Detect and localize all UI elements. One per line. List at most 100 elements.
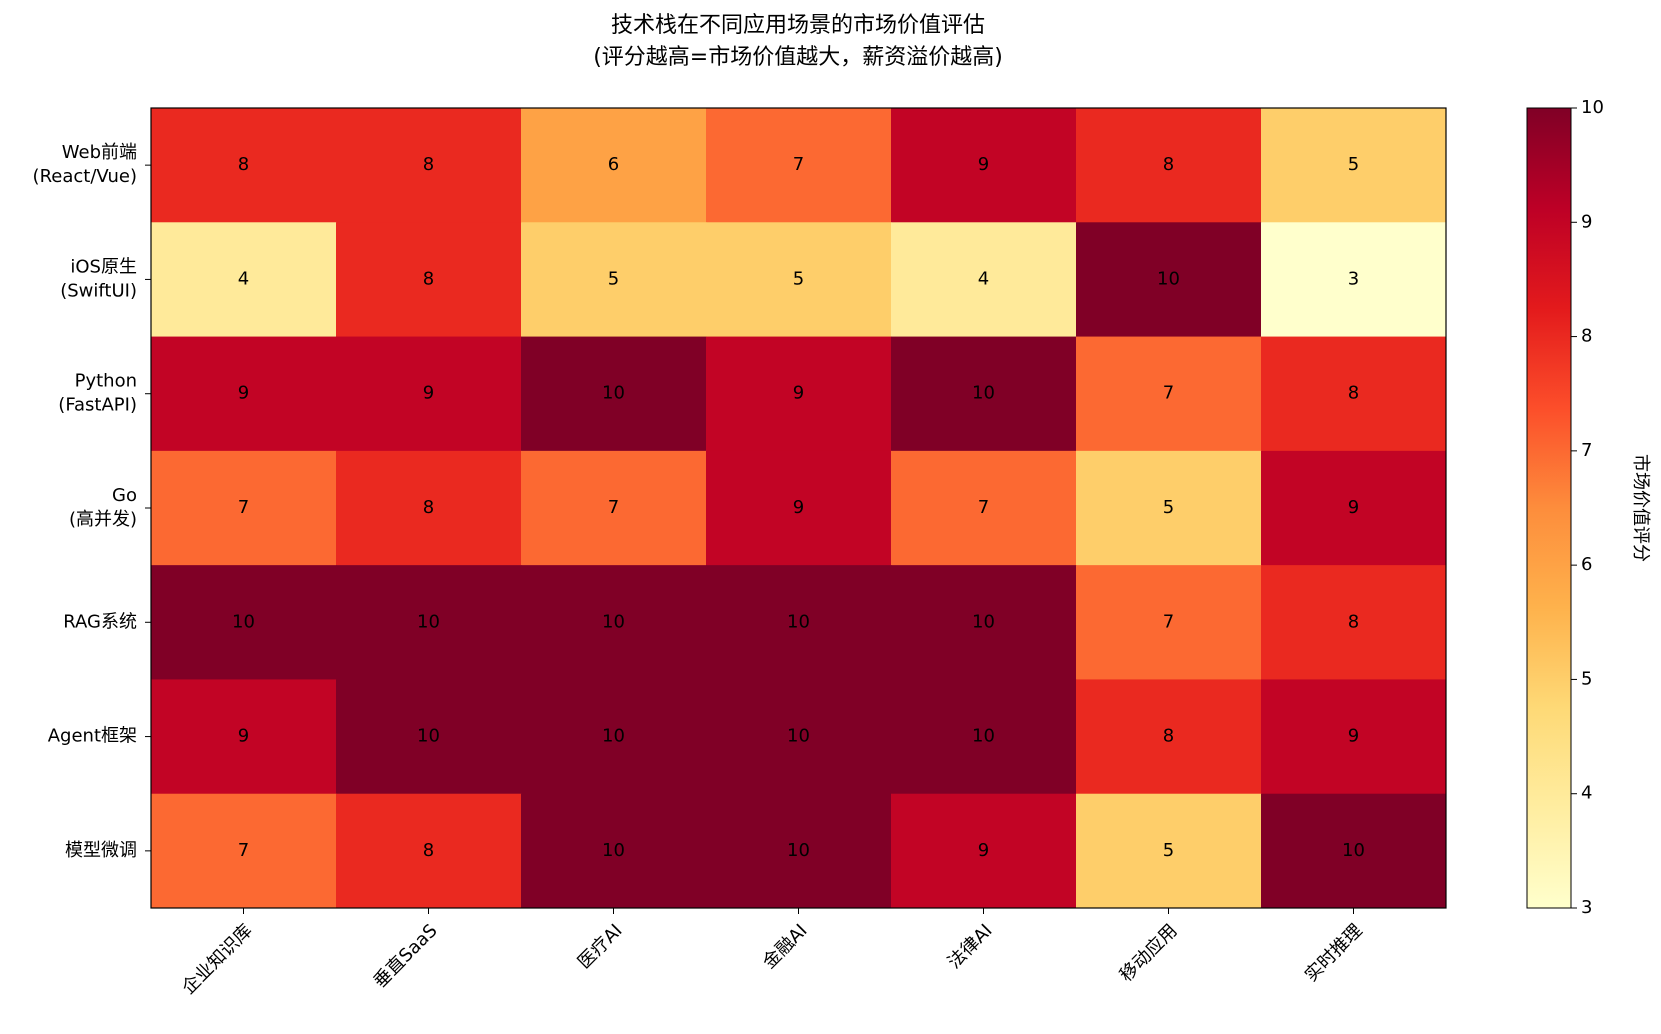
x-tick-label: 医疗AI bbox=[574, 920, 627, 973]
cell-label: 10 bbox=[417, 611, 440, 632]
cell bbox=[1261, 108, 1447, 223]
colorbar bbox=[1526, 107, 1572, 909]
cell-label: 10 bbox=[787, 611, 810, 632]
cell bbox=[336, 336, 522, 452]
colorbar-tick-label: 9 bbox=[1581, 211, 1592, 232]
cell bbox=[706, 793, 892, 909]
x-tick-label: 金融AI bbox=[759, 920, 812, 973]
cell-label: 8 bbox=[1348, 383, 1359, 404]
colorbar-tick-label: 6 bbox=[1581, 554, 1592, 575]
colorbar-tick-label: 4 bbox=[1581, 783, 1592, 804]
colorbar-tick-label: 7 bbox=[1581, 440, 1592, 461]
y-tick-label: Web前端 bbox=[62, 142, 137, 163]
cell-label: 7 bbox=[793, 154, 804, 175]
cell bbox=[336, 679, 522, 795]
cell bbox=[706, 336, 892, 452]
cell bbox=[336, 565, 522, 680]
cell bbox=[706, 679, 892, 795]
chart-subtitle: (评分越高=市场价值越大，薪资溢价越高) bbox=[593, 45, 1003, 70]
colorbar-tick-label: 5 bbox=[1581, 668, 1592, 689]
y-tick-label: iOS原生 bbox=[70, 256, 137, 277]
cell-label: 10 bbox=[602, 383, 625, 404]
colorbar-tick-label: 3 bbox=[1581, 897, 1592, 918]
cell bbox=[336, 450, 522, 566]
cell bbox=[1261, 450, 1447, 566]
cell-label: 8 bbox=[423, 154, 434, 175]
cell bbox=[521, 222, 707, 338]
cell-label: 5 bbox=[1348, 154, 1359, 175]
cell bbox=[891, 565, 1077, 680]
colorbar-tick-label: 10 bbox=[1581, 97, 1604, 118]
cell-label: 10 bbox=[787, 840, 810, 861]
x-tick-label: 垂直SaaS bbox=[370, 920, 442, 992]
cell-label: 10 bbox=[1157, 268, 1180, 289]
cell-label: 7 bbox=[238, 497, 249, 518]
cell-label: 10 bbox=[417, 726, 440, 747]
cell-label: 10 bbox=[972, 611, 995, 632]
cell bbox=[1076, 793, 1262, 909]
cell bbox=[151, 222, 337, 338]
cell bbox=[521, 450, 707, 566]
cell-label: 10 bbox=[602, 611, 625, 632]
cell-label: 8 bbox=[238, 154, 249, 175]
y-tick-label: (React/Vue) bbox=[33, 166, 137, 187]
cell bbox=[1076, 108, 1262, 223]
cell bbox=[891, 450, 1077, 566]
cell-label: 10 bbox=[602, 726, 625, 747]
cell bbox=[336, 108, 522, 223]
cell-label: 9 bbox=[1348, 497, 1359, 518]
cell bbox=[521, 108, 707, 223]
cell-label: 8 bbox=[423, 497, 434, 518]
cell bbox=[706, 108, 892, 223]
cell-label: 7 bbox=[1163, 383, 1174, 404]
cell-label: 9 bbox=[978, 154, 989, 175]
cell bbox=[706, 450, 892, 566]
cell-label: 10 bbox=[972, 383, 995, 404]
cell bbox=[521, 679, 707, 795]
cell-label: 10 bbox=[1342, 840, 1365, 861]
cell-label: 9 bbox=[423, 383, 434, 404]
cell-label: 9 bbox=[978, 840, 989, 861]
y-tick-label: Agent框架 bbox=[48, 726, 137, 747]
cell-label: 4 bbox=[238, 268, 249, 289]
cell-label: 8 bbox=[1163, 154, 1174, 175]
x-tick-label: 移动应用 bbox=[1116, 920, 1182, 986]
cell bbox=[1261, 793, 1447, 909]
cell-label: 7 bbox=[608, 497, 619, 518]
cell bbox=[521, 793, 707, 909]
cell bbox=[1076, 222, 1262, 338]
cell bbox=[891, 793, 1077, 909]
cell-label: 3 bbox=[1348, 268, 1359, 289]
cell bbox=[891, 222, 1077, 338]
cell bbox=[151, 679, 337, 795]
cell-label: 9 bbox=[238, 383, 249, 404]
cell bbox=[151, 336, 337, 452]
cell-label: 9 bbox=[238, 726, 249, 747]
cell-label: 10 bbox=[232, 611, 255, 632]
cell bbox=[1076, 679, 1262, 795]
cell bbox=[151, 108, 337, 223]
cell bbox=[521, 565, 707, 680]
cell bbox=[891, 108, 1077, 223]
cell-label: 9 bbox=[793, 497, 804, 518]
cell-label: 5 bbox=[793, 268, 804, 289]
cell-label: 7 bbox=[238, 840, 249, 861]
y-tick-label: (SwiftUI) bbox=[60, 280, 137, 301]
cell-label: 9 bbox=[1348, 726, 1359, 747]
cell bbox=[891, 336, 1077, 452]
cell bbox=[1076, 565, 1262, 680]
cell bbox=[1261, 565, 1447, 680]
y-tick-label: 模型微调 bbox=[65, 840, 137, 861]
x-tick-label: 企业知识库 bbox=[178, 920, 256, 998]
cell bbox=[1261, 222, 1447, 338]
cell-label: 10 bbox=[972, 726, 995, 747]
cell-label: 8 bbox=[1163, 726, 1174, 747]
y-tick-label: RAG系统 bbox=[63, 611, 137, 632]
chart-title: 技术栈在不同应用场景的市场价值评估 bbox=[611, 13, 985, 38]
cell bbox=[151, 450, 337, 566]
cell-label: 8 bbox=[423, 268, 434, 289]
cell-label: 8 bbox=[423, 840, 434, 861]
y-tick-label: (高并发) bbox=[69, 509, 137, 530]
cell bbox=[521, 336, 707, 452]
